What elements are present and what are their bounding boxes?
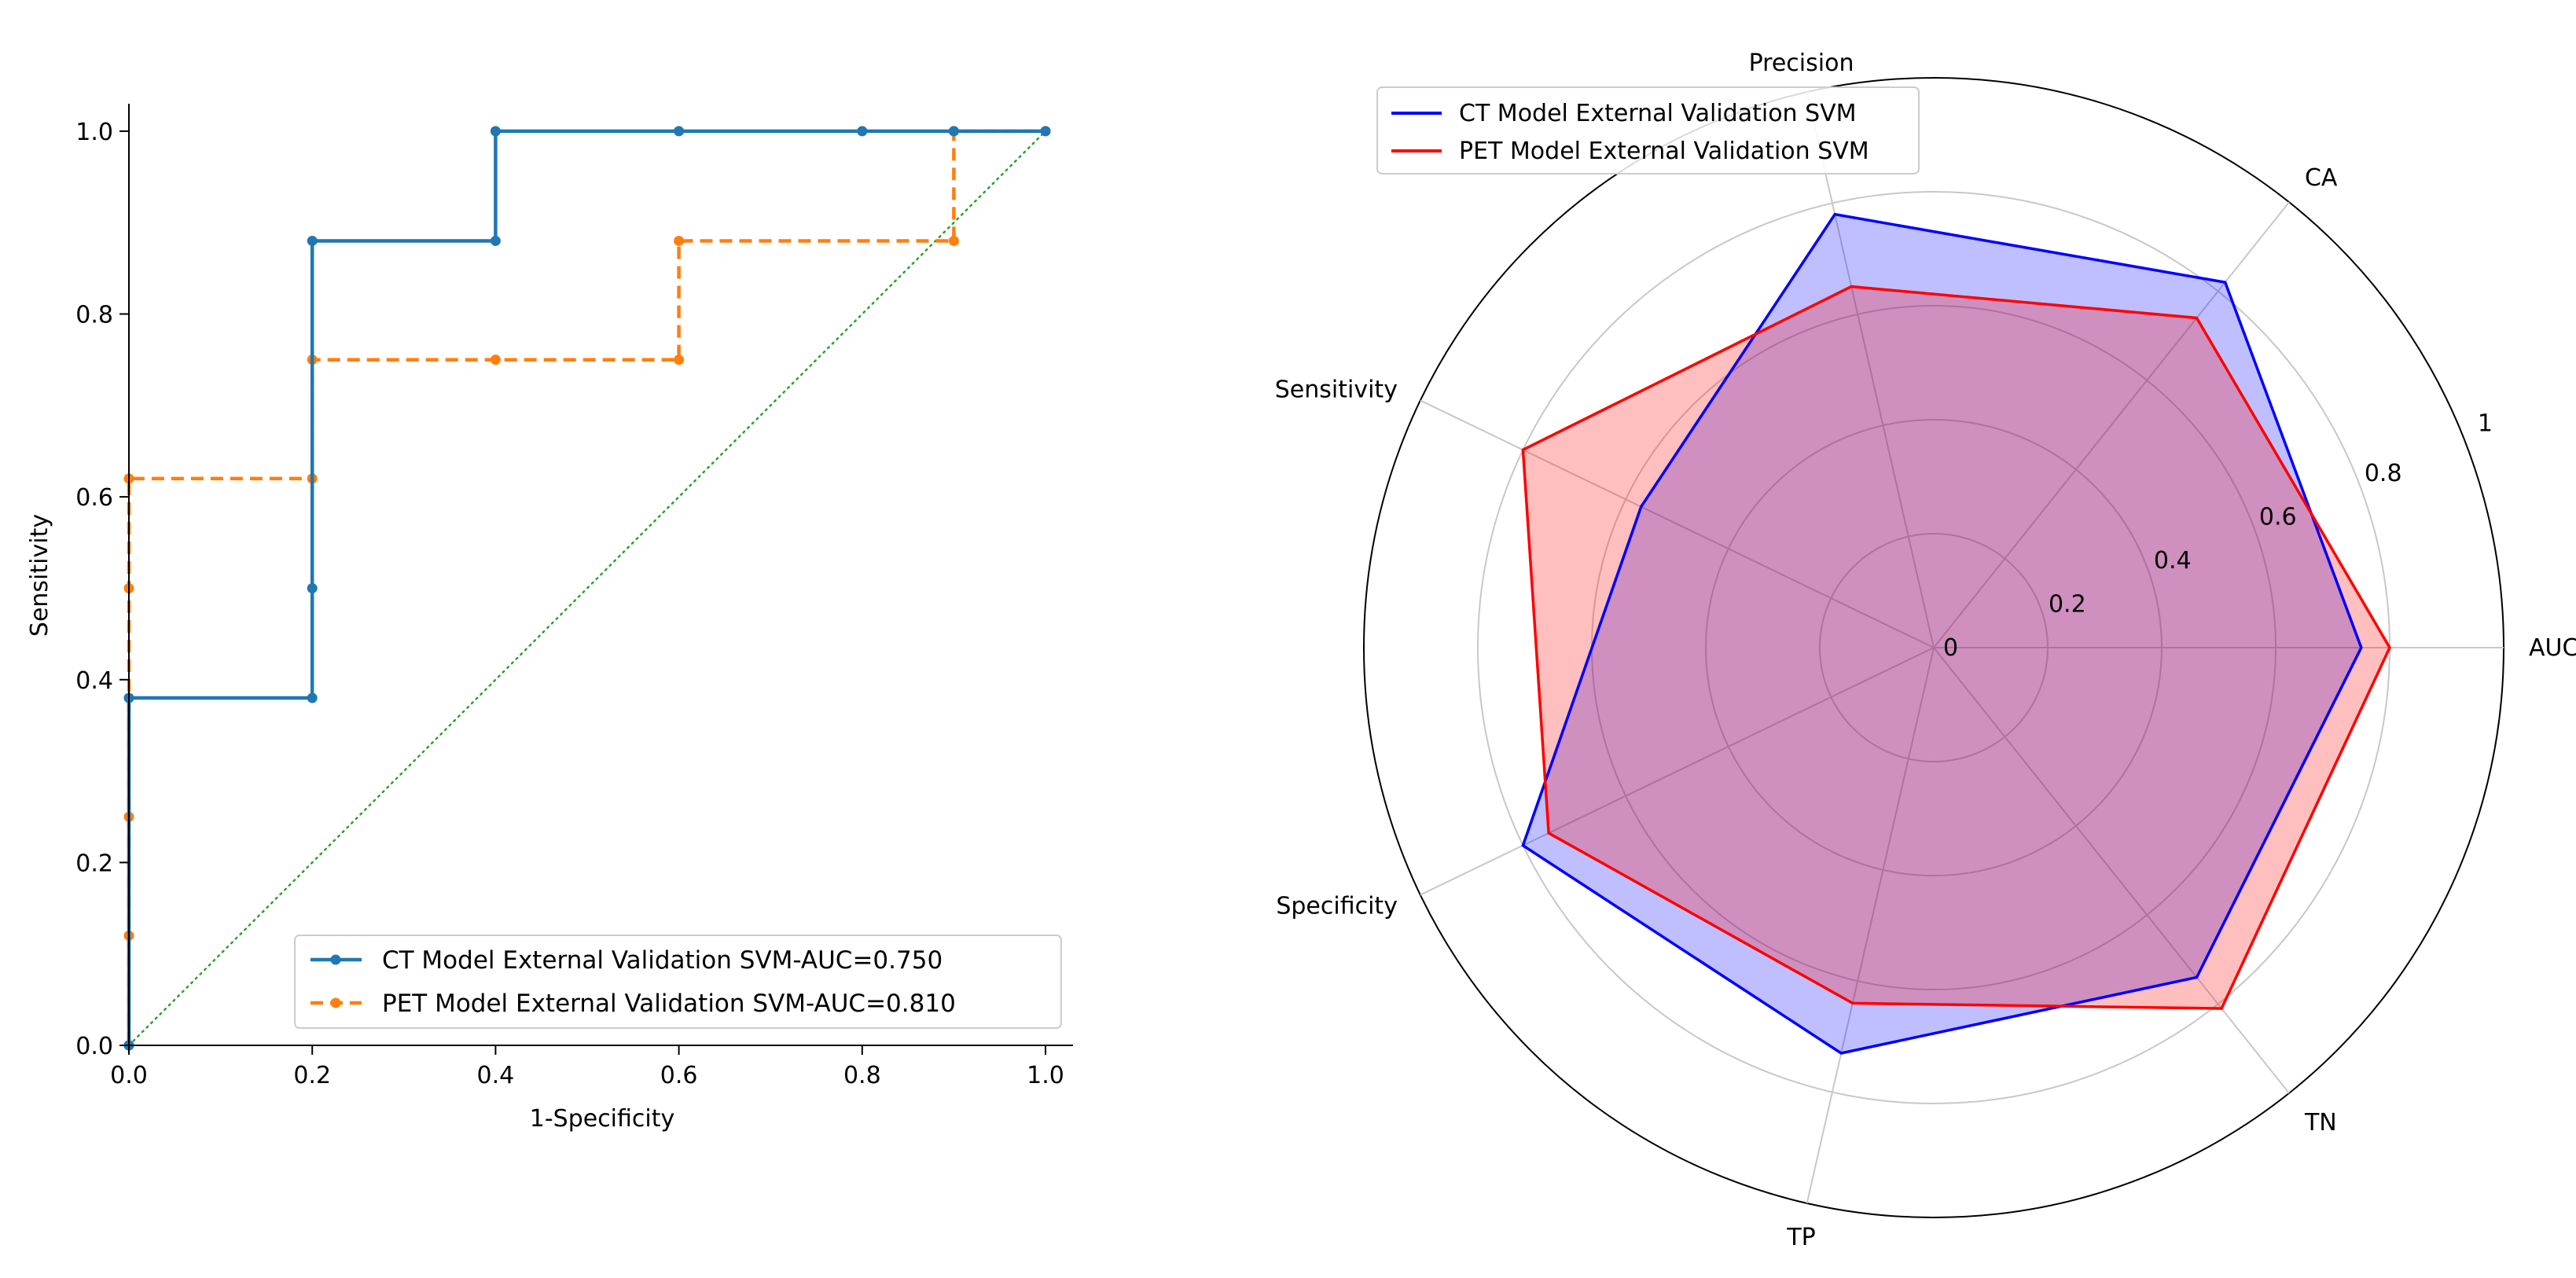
roc-point-0-6 [490,126,501,137]
radar-axis-label-ca: CA [2305,164,2338,192]
radar-series-fill-1 [1523,286,2390,1009]
roc-point-0-7 [674,126,685,137]
roc-y-tick-label-1: 0.2 [75,850,113,877]
roc-x-tick-label-1: 0.2 [293,1062,331,1089]
radar-axis-label-specificity: Specificity [1276,892,1398,920]
roc-x-tick-label-2: 0.4 [477,1062,515,1089]
roc-axes: 0.0 0.2 0.4 0.6 0.8 1.0 0.0 0.2 0.4 0.6 0.8 1.0 [75,104,1073,1089]
radar-spoke-2 [1806,91,1935,648]
radar-radial-tick-labels: 0 0.2 0.4 0.6 0.8 1 [1943,410,2493,662]
roc-point-0-3 [307,582,318,593]
roc-legend-marker-0 [330,954,341,965]
roc-legend-label-1: PET Model External Validation SVM-AUC=0.… [382,990,956,1018]
radar-legend-box [1376,86,1920,174]
radar-legend-label-1: PET Model External Validation SVM [1459,138,1869,165]
radar-chart: AUC CA Precision Sensitivity Specificity TP TN… [1275,50,2576,1251]
roc-point-1-11 [948,235,959,246]
roc-legend-label-0: CT Model External Validation SVM-AUC=0.7… [382,946,943,975]
radar-series-outline-1 [1521,285,2391,1010]
roc-y-tick-label-5: 1.0 [75,119,113,146]
roc-reference-diagonal [127,130,1047,1047]
radar-legend-label-0: CT Model External Validation SVM [1459,100,1857,127]
roc-x-axis-label: 1-Specificity [530,1105,675,1133]
roc-y-axis-label: Sensitivity [26,514,53,637]
roc-point-1-10 [674,235,685,246]
radar-axis-label-auc: AUC [2529,634,2576,662]
roc-y-tick-label-0: 0.0 [75,1033,113,1060]
radar-radial-tick-4: 0.8 [2365,460,2402,487]
roc-legend-marker-1 [330,997,341,1008]
roc-x-tick-label-0: 0.0 [110,1062,148,1089]
radar-axis-label-tp: TP [1786,1224,1815,1251]
roc-point-0-8 [857,126,868,137]
radar-radial-tick-3: 0.6 [2259,504,2297,531]
roc-y-tick-label-2: 0.4 [75,667,113,695]
radar-spoke-3 [1420,399,1935,648]
radar-legend: CT Model External Validation SVM PET Mode… [1376,86,1920,174]
roc-y-tick-label-4: 0.8 [75,302,113,329]
roc-point-1-9 [674,354,685,365]
roc-point-0-9 [948,126,959,137]
radar-spoke-4 [1420,647,1935,896]
roc-reference-line [127,130,1047,1047]
radar-axis-label-sensitivity: Sensitivity [1275,376,1398,404]
roc-legend-box [294,935,1062,1029]
radar-series-fill-0 [1523,214,2361,1054]
roc-series-group [123,126,1051,1051]
radar-spoke-5 [1806,647,1935,1204]
radar-axis-label-tn: TN [2304,1109,2337,1137]
radar-radial-tick-2: 0.4 [2154,547,2192,575]
roc-point-1-8 [490,354,501,365]
radar-series-group [1521,212,2391,1055]
roc-point-0-5 [490,235,501,246]
roc-x-tick-label-4: 0.8 [843,1062,881,1089]
radar-radial-tick-5: 1 [2478,410,2493,438]
roc-point-0-4 [307,235,318,246]
radar-radial-tick-0: 0 [1943,634,1958,662]
roc-point-0-10 [1040,126,1051,137]
roc-chart: 0.0 0.2 0.4 0.6 0.8 1.0 0.0 0.2 0.4 0.6 0.8 1.0 1-S… [26,104,1073,1133]
radar-series-outline-0 [1521,212,2363,1055]
radar-axis-label-precision: Precision [1749,50,1854,77]
radar-spoke-6 [1933,647,2290,1094]
roc-x-tick-label-3: 0.6 [660,1062,698,1089]
roc-legend: CT Model External Validation SVM-AUC=0.7… [294,935,1062,1029]
roc-y-tick-label-3: 0.6 [75,484,113,512]
radar-spoke-1 [1933,201,2290,648]
radar-radial-tick-1: 0.2 [2049,591,2086,619]
roc-x-tick-label-5: 1.0 [1027,1062,1064,1089]
roc-point-0-2 [307,692,318,703]
radar-axis-labels: AUC CA Precision Sensitivity Specificity TP TN [1275,50,2576,1251]
